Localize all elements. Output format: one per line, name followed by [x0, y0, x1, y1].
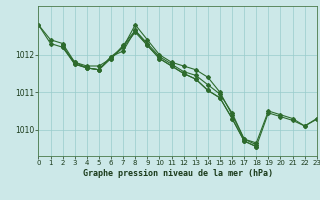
X-axis label: Graphe pression niveau de la mer (hPa): Graphe pression niveau de la mer (hPa) [83, 169, 273, 178]
